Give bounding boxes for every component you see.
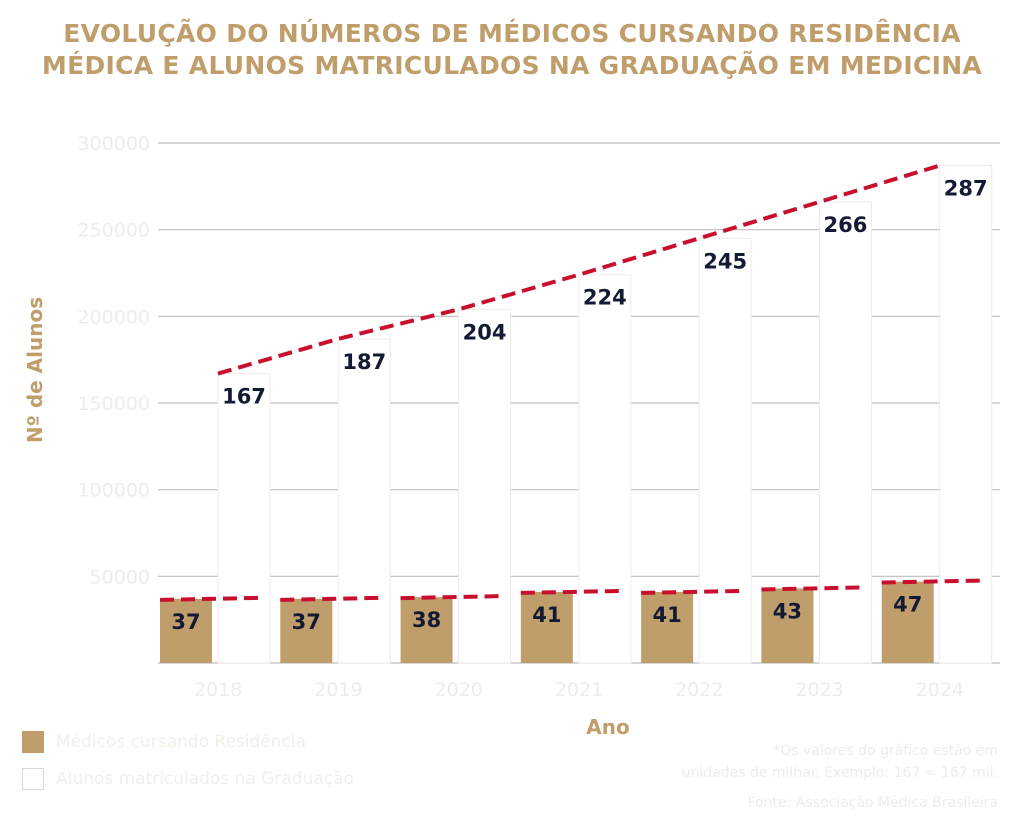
bar-residencia [881, 581, 934, 663]
value-label-residencia: 41 [532, 603, 561, 627]
value-label-residencia: 37 [171, 610, 200, 634]
y-tick-label: 200000 [77, 306, 150, 328]
bar-graduacao [698, 237, 752, 664]
value-label-graduacao: 167 [222, 385, 266, 409]
footnote-line-1: *Os valores do gráfico estão em [773, 743, 998, 759]
y-tick-label: 50000 [90, 566, 150, 588]
value-label-graduacao: 224 [583, 286, 627, 310]
value-label-residencia: 37 [292, 610, 321, 634]
x-tick-label: 2018 [194, 679, 242, 701]
value-label-residencia: 38 [412, 608, 441, 632]
bar-graduacao [458, 308, 512, 664]
bar-residencia [160, 598, 212, 663]
footnote: *Os valores do gráfico estão em unidades… [682, 740, 998, 784]
value-label-graduacao: 245 [703, 249, 747, 273]
legend-swatch-residencia [22, 731, 44, 753]
value-label-graduacao: 287 [944, 177, 988, 201]
y-tick-label: 100000 [77, 480, 150, 502]
bar-graduacao [337, 338, 391, 664]
legend-label-residencia: Médicos cursando Residência [56, 732, 307, 752]
bar-graduacao [578, 274, 632, 664]
trend-line-residencia [761, 585, 862, 592]
y-tick-label: 300000 [77, 133, 150, 155]
bar-residencia [641, 591, 694, 663]
x-tick-label: 2019 [314, 679, 362, 701]
value-label-graduacao: 187 [342, 350, 386, 374]
trend-line-residencia [400, 594, 501, 601]
trend-line-residencia [159, 595, 261, 602]
bar-residencia [400, 597, 453, 663]
legend-swatch-graduacao [22, 768, 44, 790]
source-note: Fonte: Associação Médica Brasileira [747, 795, 999, 811]
trend-line-residencia [280, 595, 381, 602]
x-tick-label: 2020 [435, 679, 483, 701]
chart-title-line-2: MÉDICA E ALUNOS MATRICULADOS NA GRADUAÇÃ… [41, 51, 983, 80]
trend-line-residencia [881, 578, 982, 585]
bar-graduacao [939, 165, 993, 664]
bar-residencia [761, 588, 814, 663]
bar-graduacao [217, 373, 271, 664]
bar-residencia [520, 591, 573, 663]
chart-title-line-1: EVOLUÇÃO DO NÚMEROS DE MÉDICOS CURSANDO … [63, 19, 961, 48]
y-tick-label: 150000 [77, 393, 150, 415]
legend-label-graduacao: Alunos matriculados na Graduação [56, 769, 354, 789]
value-label-graduacao: 204 [463, 320, 507, 344]
x-tick-label: 2022 [675, 679, 723, 701]
y-axis-label: Nº de Alunos [23, 297, 47, 443]
y-tick-label: 250000 [77, 220, 150, 242]
trend-line-residencia [641, 588, 742, 595]
bar-graduacao [818, 201, 872, 664]
footnote-line-2: unidades de milhar. Exemplo: 167 = 167 m… [681, 765, 998, 781]
x-axis-label: Ano [586, 715, 629, 739]
value-label-residencia: 43 [773, 599, 802, 623]
trend-line-residencia [520, 588, 621, 595]
x-tick-label: 2021 [555, 679, 603, 701]
value-label-residencia: 41 [653, 603, 682, 627]
value-label-graduacao: 266 [824, 213, 868, 237]
legend-item-graduacao: Alunos matriculados na Graduação [22, 768, 354, 790]
bar-residencia [280, 598, 333, 663]
x-tick-label: 2023 [795, 679, 843, 701]
value-label-residencia: 47 [893, 593, 922, 617]
chart-title: EVOLUÇÃO DO NÚMEROS DE MÉDICOS CURSANDO … [0, 18, 1024, 82]
legend-item-residencia: Médicos cursando Residência [22, 731, 306, 753]
x-tick-label: 2024 [916, 679, 964, 701]
